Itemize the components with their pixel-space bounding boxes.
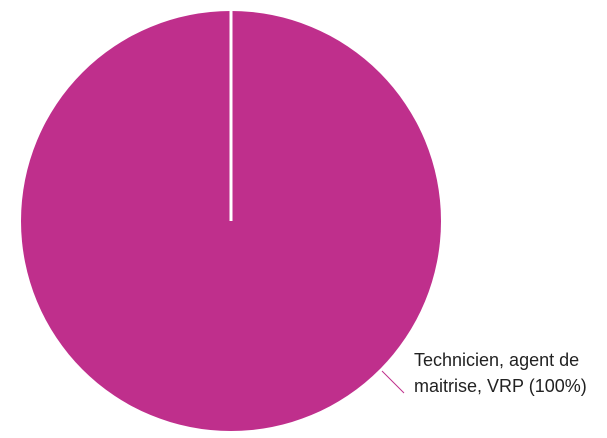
category-label: Technicien, agent de maitrise, VRP bbox=[414, 350, 580, 396]
value-label: (100%) bbox=[528, 376, 587, 396]
leader-line bbox=[381, 370, 405, 394]
slice-label: Technicien, agent de maitrise, VRP (100%… bbox=[414, 347, 604, 399]
